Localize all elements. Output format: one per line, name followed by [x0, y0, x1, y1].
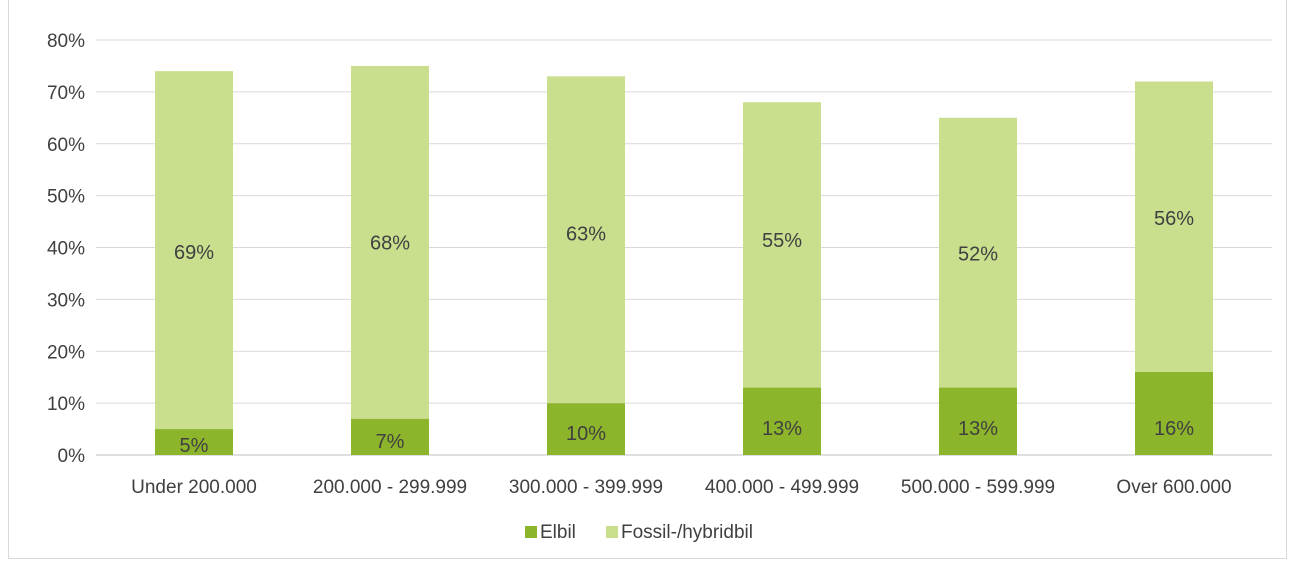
y-tick-label: 70%: [47, 83, 85, 104]
bar-segment-elbil: [743, 387, 821, 455]
data-label: 13%: [762, 418, 802, 440]
y-tick-label: 20%: [47, 342, 85, 363]
category-label: 500.000 - 599.999: [901, 477, 1055, 498]
bar-segment-fossil-hybrid: [743, 102, 821, 388]
y-tick-label: 80%: [47, 31, 85, 52]
category-label: 300.000 - 399.999: [509, 477, 663, 498]
category-label: 200.000 - 299.999: [313, 477, 467, 498]
bars: [155, 65, 1213, 455]
y-tick-label: 50%: [47, 187, 85, 208]
chart-frame: 0% 10% 20% 30% 40% 50% 60% 70% 80% 5% 69% 7% 68% 10%…: [8, 0, 1287, 559]
data-label: 13%: [958, 418, 998, 440]
data-label: 16%: [1154, 418, 1194, 440]
bar-segment-elbil: [1135, 372, 1213, 455]
legend-label: Fossil-/hybridbil: [621, 522, 753, 543]
bar-segment-fossil-hybrid: [939, 117, 1017, 388]
data-label: 56%: [1154, 208, 1194, 230]
data-label: 10%: [566, 423, 606, 445]
bar-segment-elbil: [939, 387, 1017, 455]
legend-swatch: [606, 526, 618, 538]
legend-label: Elbil: [540, 522, 576, 543]
data-label: 52%: [958, 244, 998, 266]
y-tick-label: 40%: [47, 239, 85, 260]
y-axis-ticks: 0% 10% 20% 30% 40% 50% 60% 70% 80%: [47, 31, 85, 467]
bar-segment-fossil-hybrid: [1135, 81, 1213, 372]
category-label: Over 600.000: [1116, 477, 1231, 498]
data-label: 69%: [174, 242, 214, 264]
data-labels: 5% 69% 7% 68% 10% 63% 13% 55% 13% 52% 16% 56%: [174, 208, 1194, 457]
bar-segment-fossil-hybrid: [351, 65, 429, 419]
y-tick-label: 10%: [47, 394, 85, 415]
data-label: 63%: [566, 224, 606, 246]
legend-swatch: [525, 526, 537, 538]
bar-segment-fossil-hybrid: [155, 71, 233, 430]
bar-segment-elbil: [351, 418, 429, 455]
y-tick-label: 60%: [47, 135, 85, 156]
bar-segment-elbil: [547, 403, 625, 455]
category-label: Under 200.000: [131, 477, 257, 498]
y-tick-label: 0%: [58, 446, 86, 467]
x-axis-categories: Under 200.000 200.000 - 299.999 300.000 - …: [131, 477, 1231, 498]
category-label: 400.000 - 499.999: [705, 477, 859, 498]
gridlines: [96, 39, 1272, 456]
data-label: 5%: [180, 435, 209, 457]
bar-segment-fossil-hybrid: [547, 76, 625, 404]
data-label: 7%: [376, 431, 405, 453]
legend: Elbil Fossil-/hybridbil: [525, 522, 753, 543]
y-tick-label: 30%: [47, 290, 85, 311]
bar-segment-elbil: [155, 429, 233, 455]
data-label: 55%: [762, 230, 802, 252]
data-label: 68%: [370, 232, 410, 254]
stacked-bar-chart: 0% 10% 20% 30% 40% 50% 60% 70% 80% 5% 69% 7% 68% 10%…: [47, 31, 1272, 543]
